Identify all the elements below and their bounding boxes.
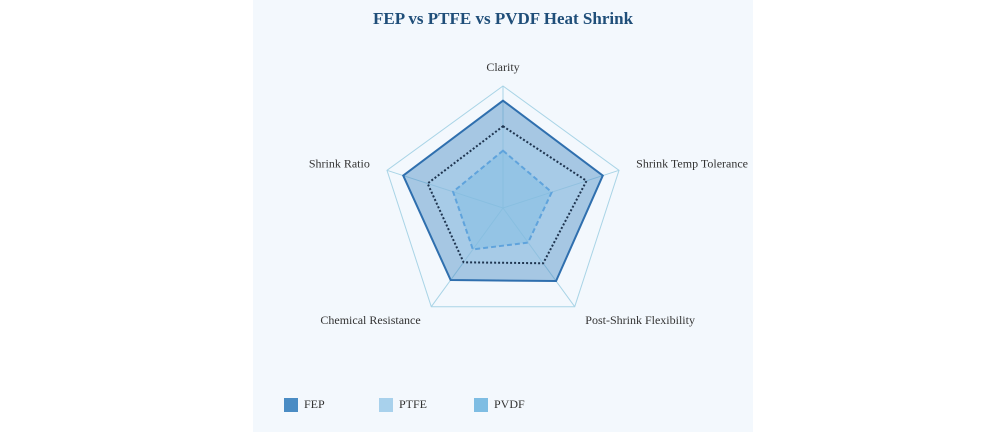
spoke — [386, 169, 504, 209]
axis-label: Shrink Temp Tolerance — [636, 156, 748, 170]
legend-swatch — [474, 398, 488, 412]
panel — [253, 0, 753, 432]
spoke — [502, 207, 576, 307]
spoke — [430, 207, 504, 307]
legend-label: PTFE — [399, 397, 427, 411]
legend-swatch — [379, 398, 393, 412]
legend-label: FEP — [304, 397, 325, 411]
chart-title: FEP vs PTFE vs PVDF Heat Shrink — [373, 9, 634, 28]
axis-label: Shrink Ratio — [309, 156, 370, 170]
series-area — [451, 149, 553, 251]
spoke — [502, 169, 620, 209]
axis-label: Chemical Resistance — [320, 313, 420, 327]
axis-label: Post-Shrink Flexibility — [585, 313, 695, 327]
grid-ring — [386, 85, 620, 308]
legend-swatch — [284, 398, 298, 412]
legend-label: PVDF — [494, 397, 525, 411]
series-area — [426, 125, 588, 265]
axis-label: Clarity — [486, 60, 519, 74]
series-area — [401, 99, 605, 283]
